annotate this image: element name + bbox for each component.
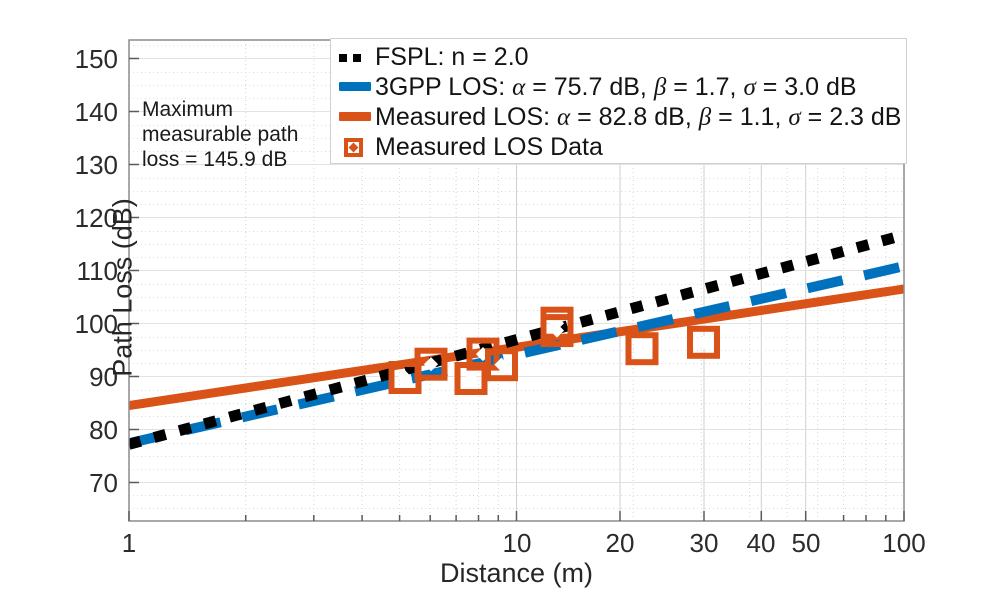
y-tick-label-130: 130 <box>74 150 118 180</box>
data-point-marker <box>485 348 518 382</box>
legend-item-3gpp-los[interactable]: 3GPP LOS: α = 75.7 dB, β = 1.7, σ = 3.0 … <box>337 72 906 102</box>
dashed-line-icon <box>337 74 373 100</box>
annotation-line-3: loss = 145.9 dB <box>142 148 288 171</box>
legend-3gpp-prefix: 3GPP LOS: <box>375 72 506 101</box>
square-marker-icon <box>337 134 373 160</box>
series-line-measured-los <box>129 284 904 410</box>
x-tick-label-100: 100 <box>882 528 926 558</box>
x-tick-label-40: 40 <box>746 528 776 558</box>
y-tick-label-150: 150 <box>74 44 118 74</box>
y-axis-ticks <box>129 57 139 484</box>
y-tick-label-100: 100 <box>74 309 118 339</box>
legend-measured-sigma-value: = 2.3 dB <box>800 102 902 131</box>
x-axis-label: Distance (m) <box>439 558 594 588</box>
dotted-line-icon <box>337 44 373 70</box>
series-markers-measured-los-data <box>388 306 720 395</box>
greek-beta: β <box>698 103 712 131</box>
legend-measured-prefix: Measured LOS: <box>375 102 551 131</box>
annotation-line-1: Maximum <box>142 98 234 121</box>
data-point-marker <box>625 332 659 366</box>
annotation-line-2: measurable path <box>142 123 299 146</box>
series-line-fspl <box>129 229 904 450</box>
x-tick-label-50: 50 <box>791 528 821 558</box>
legend-measured-beta-value: = 1.1, <box>711 102 782 131</box>
greek-sigma: σ <box>743 73 756 101</box>
y-tick-label-80: 80 <box>89 415 118 445</box>
x-axis-ticks <box>128 511 905 521</box>
y-tick-label-110: 110 <box>76 256 118 286</box>
legend-measured-alpha-value: = 82.8 dB, <box>570 102 692 131</box>
x-tick-label-10: 10 <box>502 528 532 558</box>
legend-label-3gpp-los: 3GPP LOS: α = 75.7 dB, β = 1.7, σ = 3.0 … <box>375 74 857 101</box>
x-tick-label-1: 1 <box>121 528 137 558</box>
y-axis-label: Path Loss (dB) <box>107 198 138 377</box>
y-tick-label-90: 90 <box>89 362 118 392</box>
data-point-marker <box>687 325 720 359</box>
greek-sigma: σ <box>788 103 801 131</box>
legend-item-measured-los-data[interactable]: Measured LOS Data <box>337 132 906 162</box>
legend-3gpp-sigma-value: = 3.0 dB <box>755 72 857 101</box>
annotation-max-measurable-path-loss: Maximum measurable path loss = 145.9 dB <box>142 97 332 172</box>
legend-label-fspl: FSPL: n = 2.0 <box>375 43 529 71</box>
data-point-marker <box>414 347 448 381</box>
legend-label-measured-los: Measured LOS: α = 82.8 dB, β = 1.1, σ = … <box>375 104 901 131</box>
legend-item-measured-los[interactable]: Measured LOS: α = 82.8 dB, β = 1.1, σ = … <box>337 102 906 132</box>
greek-alpha: α <box>557 103 571 131</box>
y-tick-label-140: 140 <box>74 97 118 127</box>
legend-3gpp-beta-value: = 1.7, <box>666 72 737 101</box>
legend-3gpp-alpha-value: = 75.7 dB, <box>525 72 647 101</box>
legend[interactable]: FSPL: n = 2.0 3GPP LOS: α = 75.7 dB, β =… <box>330 38 907 164</box>
x-tick-label-20: 20 <box>605 528 635 558</box>
x-tick-label-30: 30 <box>689 528 719 558</box>
solid-line-icon <box>337 104 373 130</box>
legend-item-fspl[interactable]: FSPL: n = 2.0 <box>337 42 906 72</box>
greek-beta: β <box>653 73 667 101</box>
data-point-marker <box>540 314 574 348</box>
y-tick-label-70: 70 <box>89 468 118 498</box>
y-tick-label-120: 120 <box>74 203 118 233</box>
greek-alpha: α <box>512 73 526 101</box>
legend-label-measured-los-data: Measured LOS Data <box>375 133 603 161</box>
